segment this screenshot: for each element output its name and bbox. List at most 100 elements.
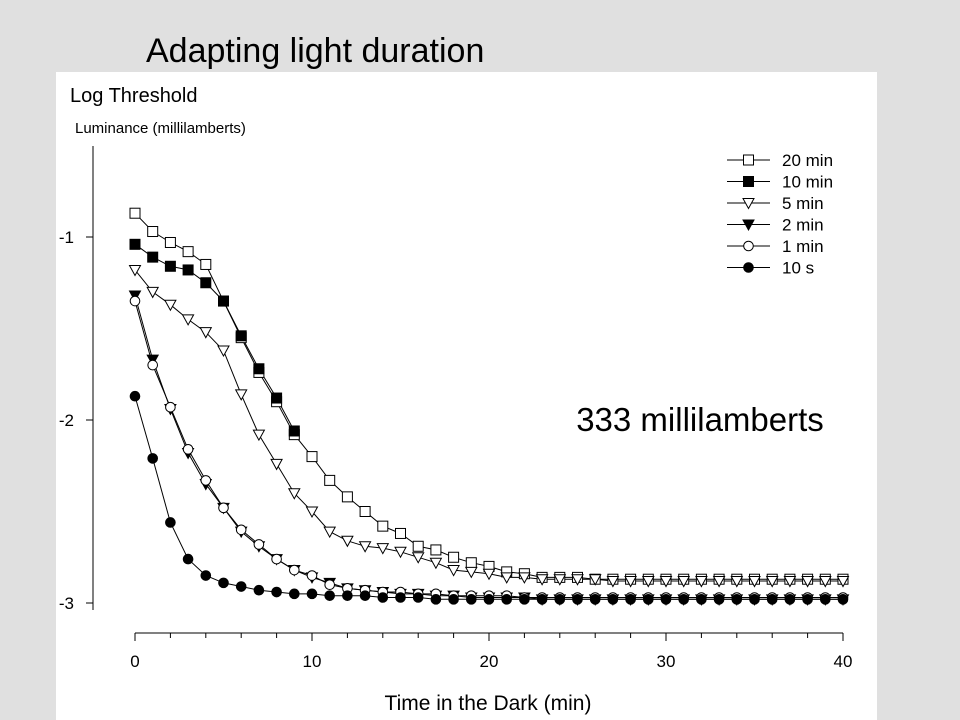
data-point xyxy=(359,590,371,601)
data-point xyxy=(748,576,761,588)
legend-label: 10 min xyxy=(782,173,833,192)
data-point xyxy=(588,574,602,586)
data-point xyxy=(235,524,247,536)
data-point xyxy=(501,594,513,605)
data-point xyxy=(218,577,229,589)
data-point xyxy=(430,544,442,556)
data-point xyxy=(252,429,266,442)
y-tick-label: -3 xyxy=(59,594,74,613)
data-point xyxy=(164,260,176,272)
legend-marker xyxy=(742,219,755,232)
data-point xyxy=(624,576,637,588)
data-point xyxy=(412,540,424,552)
data-point xyxy=(146,286,160,299)
data-point xyxy=(536,594,548,605)
x-tick-label: 40 xyxy=(834,652,853,671)
data-point xyxy=(500,572,514,584)
data-point xyxy=(253,363,265,375)
data-point xyxy=(182,246,194,258)
data-point xyxy=(287,488,301,500)
data-point xyxy=(801,576,814,588)
data-point xyxy=(820,594,831,605)
data-point xyxy=(128,264,142,277)
x-axis-label: Time in the Dark (min) xyxy=(385,692,592,715)
data-point xyxy=(165,517,176,528)
data-point xyxy=(306,588,318,600)
data-point xyxy=(305,506,319,519)
data-point xyxy=(199,327,213,339)
legend-label: 20 min xyxy=(782,151,833,170)
data-point xyxy=(464,566,478,579)
data-point xyxy=(641,576,655,588)
legend-label: 2 min xyxy=(782,216,824,235)
data-point xyxy=(482,568,496,581)
data-point xyxy=(324,474,336,486)
data-point xyxy=(643,594,654,605)
data-point xyxy=(147,453,158,464)
data-point xyxy=(554,594,566,605)
y-tick-label: -2 xyxy=(59,411,74,430)
data-point xyxy=(818,576,832,588)
data-point xyxy=(182,443,194,455)
data-point xyxy=(394,546,407,559)
data-point xyxy=(730,576,744,588)
data-point xyxy=(836,576,850,588)
data-point xyxy=(713,594,725,605)
data-point xyxy=(518,572,531,584)
data-point xyxy=(271,553,282,565)
data-point xyxy=(147,251,159,263)
data-point xyxy=(235,581,247,592)
data-point xyxy=(678,594,690,605)
data-point xyxy=(695,576,708,588)
data-point xyxy=(712,576,726,588)
chart-panel xyxy=(56,72,877,720)
data-point xyxy=(253,539,265,550)
data-point xyxy=(181,314,195,326)
data-point xyxy=(217,345,230,357)
data-point xyxy=(271,586,282,598)
series-line-4 xyxy=(134,300,843,598)
data-point xyxy=(783,576,797,588)
data-point xyxy=(802,594,813,605)
data-point xyxy=(165,401,176,413)
data-point xyxy=(218,502,229,514)
data-point xyxy=(129,207,141,219)
data-point xyxy=(571,574,584,586)
data-point xyxy=(519,594,530,605)
data-point xyxy=(553,574,567,586)
data-point xyxy=(625,594,636,605)
data-point xyxy=(466,594,477,605)
y-axis-label: Log Threshold xyxy=(70,85,198,107)
series-line-1 xyxy=(134,243,295,432)
data-point xyxy=(341,535,354,548)
y-tick-label: -1 xyxy=(59,228,74,247)
data-point xyxy=(412,592,424,603)
data-point xyxy=(306,451,318,463)
data-point xyxy=(429,557,443,570)
data-point xyxy=(164,299,177,312)
data-point xyxy=(306,570,318,581)
x-tick-label: 0 xyxy=(130,652,139,671)
data-point xyxy=(535,574,549,586)
data-point xyxy=(465,557,477,569)
data-point xyxy=(270,458,283,471)
data-point xyxy=(341,491,353,503)
data-point xyxy=(696,594,707,605)
data-point xyxy=(377,520,389,532)
data-point xyxy=(659,576,673,588)
data-point xyxy=(411,552,425,564)
data-point xyxy=(572,594,583,605)
data-point xyxy=(234,389,248,401)
data-point xyxy=(677,576,691,588)
data-point xyxy=(447,565,460,577)
y-axis-sublabel: Luminance (millilamberts) xyxy=(75,120,246,137)
data-point xyxy=(289,564,300,576)
data-point xyxy=(359,506,371,517)
data-point xyxy=(395,527,406,539)
data-point xyxy=(323,526,337,539)
data-point xyxy=(129,238,141,250)
data-point xyxy=(271,392,283,404)
data-point xyxy=(324,579,336,591)
data-point xyxy=(129,295,141,307)
data-point xyxy=(200,475,212,486)
